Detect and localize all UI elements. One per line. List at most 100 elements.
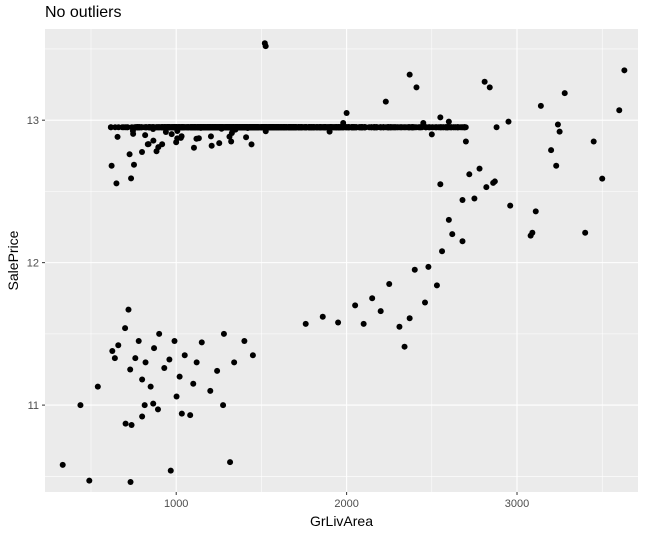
data-point [214,367,221,374]
data-point [176,373,183,380]
data-point [135,337,142,344]
data-point [385,124,392,131]
data-point [599,175,606,182]
data-point [425,263,432,270]
data-point [162,128,169,135]
y-axis-title: SalePrice [5,230,21,290]
data-point [621,67,628,74]
data-point [366,124,373,131]
data-point [128,175,135,182]
data-point [433,282,440,289]
data-point [290,124,297,131]
data-point [553,162,560,169]
data-point [422,124,429,131]
data-point [181,352,188,359]
x-tick-label: 2000 [334,498,358,510]
data-point [228,138,235,145]
data-points [59,40,628,486]
data-point [406,71,413,78]
data-point [459,196,466,203]
data-point [302,320,309,327]
data-point [207,133,214,140]
data-point [295,124,302,131]
data-point [215,124,222,131]
data-point [271,124,278,131]
data-point [153,148,160,155]
data-point [154,406,161,413]
data-point [462,138,469,145]
data-point [112,124,119,131]
data-point [345,124,352,131]
data-point [461,124,468,131]
x-axis-title: GrLivArea [310,513,373,529]
data-point [417,124,424,131]
data-point [173,393,180,400]
data-point [491,178,498,185]
data-point [561,90,568,97]
data-point [242,124,249,131]
data-point [382,98,389,105]
data-point [249,352,256,359]
data-point [537,102,544,109]
data-point [409,124,416,131]
data-point [306,124,313,131]
data-point [449,231,456,238]
data-point [141,402,148,409]
data-point [168,131,175,138]
data-point [260,124,267,131]
data-point [358,124,365,131]
data-point [481,78,488,85]
data-point [139,376,146,383]
chart-title: No outliers [45,4,122,21]
data-point [439,248,446,255]
data-point [445,124,452,131]
y-tick-label: 13 [27,115,39,127]
data-point [251,124,258,131]
data-point [262,43,269,50]
data-point [241,337,248,344]
data-point [340,124,347,131]
y-tick-label: 11 [28,400,39,412]
data-point [125,306,132,313]
data-point [369,295,376,302]
data-point [459,238,466,245]
x-axis-ticks: 1000 2000 3000 [164,492,529,510]
data-point [457,124,464,131]
data-point [123,124,130,131]
data-point [195,135,202,142]
data-point [280,124,287,131]
data-point [360,320,367,327]
data-point [616,107,623,114]
data-point [161,365,168,372]
data-point [109,347,116,354]
data-point [437,181,444,188]
data-point [178,124,185,131]
data-point [486,84,493,91]
data-point [151,345,158,352]
data-point [590,138,597,145]
data-point [335,319,342,326]
data-point [220,402,227,409]
data-point [411,266,418,273]
data-point [343,110,350,117]
data-point [187,412,194,419]
data-point [113,180,120,187]
data-point [206,124,213,131]
data-point [335,124,342,131]
data-point [107,124,114,131]
y-tick-label: 12 [27,258,39,270]
data-point [114,133,121,140]
data-point [428,131,435,138]
data-point [266,124,273,131]
data-point [445,118,452,125]
data-point [226,133,233,140]
data-point [197,124,204,131]
data-point [130,130,137,137]
data-point [413,84,420,91]
data-point [582,229,589,236]
y-axis-ticks: 11 12 13 [27,115,45,412]
data-point [147,383,154,390]
data-point [548,147,555,154]
data-point [139,413,146,420]
